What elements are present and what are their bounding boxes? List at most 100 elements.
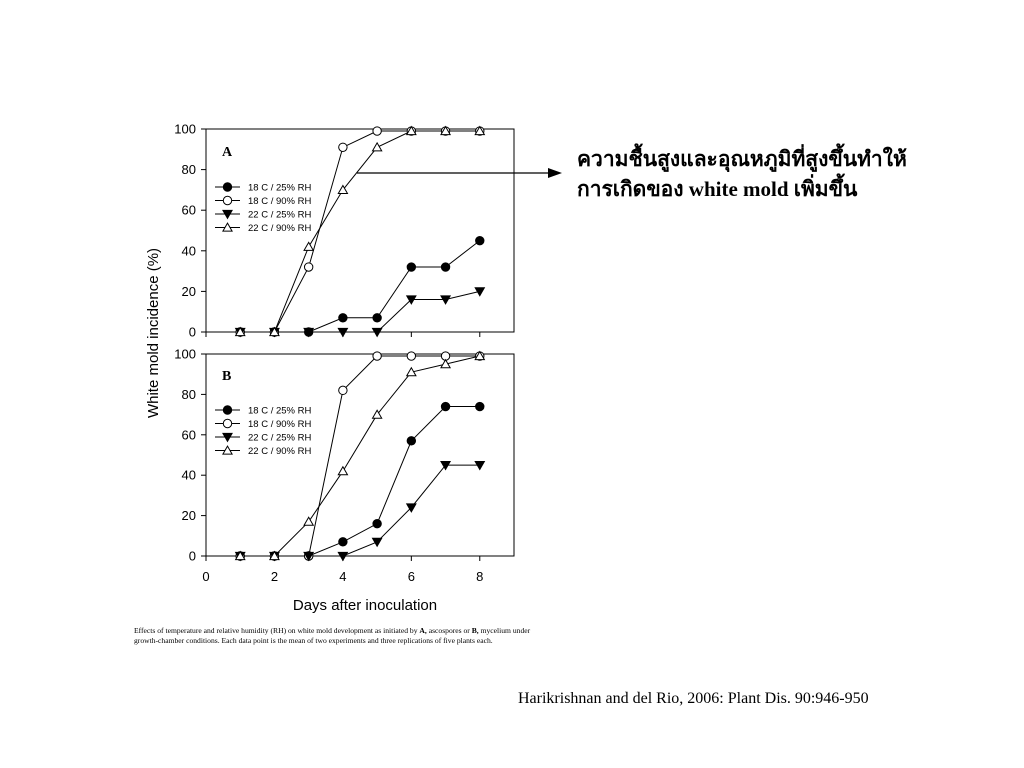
x-axis-title: Days after inoculation: [293, 597, 437, 614]
legend-entry: 18 C / 25% RH: [248, 406, 311, 417]
data-point: [405, 125, 417, 136]
data-point: [440, 262, 451, 272]
legend-entry: 22 C / 90% RH: [248, 223, 311, 234]
x-tick-label: 0: [202, 569, 209, 584]
legend-marker: [222, 182, 233, 192]
legend-marker: [222, 418, 233, 429]
series-line: [240, 290, 480, 333]
y-tick-label: 0: [189, 325, 196, 340]
y-tick-label: 60: [182, 203, 196, 218]
citation: Harikrishnan and del Rio, 2006: Plant Di…: [518, 690, 869, 707]
legend-entry: 22 C / 25% RH: [248, 433, 311, 444]
data-point: [338, 313, 348, 323]
data-point: [440, 358, 452, 369]
data-point: [474, 350, 486, 361]
data-point: [405, 295, 417, 305]
data-point: [405, 503, 417, 513]
thai-annotation: ความชื้นสูงและอุณหภูมิที่สูงขึ้นทำให้ กา…: [577, 144, 1007, 204]
x-tick-label: 4: [339, 569, 346, 584]
figure-caption: Effects of temperature and relative humi…: [134, 626, 534, 646]
legend-marker: [222, 222, 233, 232]
legend-entry: 22 C / 25% RH: [248, 210, 311, 221]
data-point: [303, 262, 314, 272]
caption-label-a: A,: [419, 626, 427, 635]
caption-part-2: ascospores or: [426, 626, 472, 635]
y-tick-label: 20: [182, 284, 196, 299]
data-point: [474, 461, 486, 471]
data-point: [337, 327, 349, 338]
x-tick-label: 2: [271, 569, 278, 584]
data-point: [338, 385, 348, 396]
legend-marker: [222, 209, 233, 220]
y-tick-label: 60: [182, 427, 196, 442]
data-point: [337, 184, 349, 194]
data-point: [303, 241, 315, 251]
y-tick-label: 40: [182, 468, 196, 483]
data-point: [440, 461, 452, 471]
y-tick-label: 0: [189, 549, 196, 564]
data-point: [406, 436, 417, 446]
data-point: [372, 313, 382, 323]
y-tick-label: 100: [174, 122, 196, 137]
data-point: [303, 327, 315, 338]
data-point: [440, 125, 452, 136]
data-point: [337, 465, 349, 476]
data-point: [474, 125, 486, 136]
series-line: [240, 355, 480, 557]
data-point: [372, 126, 382, 136]
series-line: [240, 240, 481, 333]
data-point: [337, 551, 349, 562]
caption-part-1: Effects of temperature and relative humi…: [134, 626, 418, 635]
data-point: [371, 409, 383, 419]
x-tick-label: 6: [408, 569, 415, 584]
legend-marker: [222, 432, 233, 443]
panel-b: 0 20 40 60 80 100 0 2 4 6 8 B 18 C / 25% RH 18 C / 90…: [174, 347, 515, 584]
legend-entry: 18 C / 90% RH: [248, 419, 311, 430]
legend-marker: [222, 445, 233, 455]
panel-label: A: [222, 145, 233, 160]
legend-entry: 18 C / 25% RH: [248, 183, 311, 194]
legend-marker: [222, 195, 233, 206]
data-point: [371, 141, 383, 152]
series-line: [240, 130, 480, 333]
legend-marker: [222, 405, 233, 415]
data-point: [372, 518, 382, 529]
data-point: [406, 351, 417, 361]
data-point: [303, 516, 315, 526]
data-point: [440, 295, 452, 305]
legend-entry: 22 C / 90% RH: [248, 446, 311, 457]
data-point: [475, 235, 485, 246]
y-tick-label: 80: [182, 387, 196, 402]
data-point: [372, 351, 382, 361]
y-tick-label: 80: [182, 162, 196, 177]
series-line: [240, 464, 480, 557]
data-point: [475, 401, 485, 412]
data-point: [268, 326, 280, 337]
y-axis-title: White mold incidence (%): [145, 248, 162, 418]
data-point: [371, 537, 383, 548]
annotation-arrow-head: [548, 168, 562, 178]
legend-entry: 18 C / 90% RH: [248, 196, 311, 207]
data-point: [406, 262, 417, 272]
data-point: [440, 401, 451, 412]
data-point: [303, 551, 315, 562]
data-point: [268, 550, 280, 561]
data-point: [371, 327, 383, 338]
data-point: [338, 537, 348, 547]
data-point: [234, 326, 246, 337]
annotation-line-2: การเกิดของ white mold เพิ่มขึ้น: [577, 177, 858, 201]
plot-frame: [205, 353, 515, 557]
annotation-line-1: ความชื้นสูงและอุณหภูมิที่สูงขึ้นทำให้: [577, 147, 907, 171]
x-tick-label: 8: [476, 569, 483, 584]
panel-a: 0 20 40 60 80 100 A 18 C / 25% RH 18 C / 90% RH 2…: [174, 122, 515, 340]
caption-part-3: mycelium under growth-chamber conditions…: [134, 626, 531, 645]
data-point: [338, 142, 348, 152]
data-point: [234, 550, 246, 561]
y-tick-label: 100: [174, 347, 196, 362]
y-tick-label: 40: [182, 243, 196, 258]
caption-label-b: B,: [471, 626, 479, 635]
data-point: [405, 366, 417, 377]
y-tick-label: 20: [182, 508, 196, 523]
data-point: [474, 287, 486, 297]
